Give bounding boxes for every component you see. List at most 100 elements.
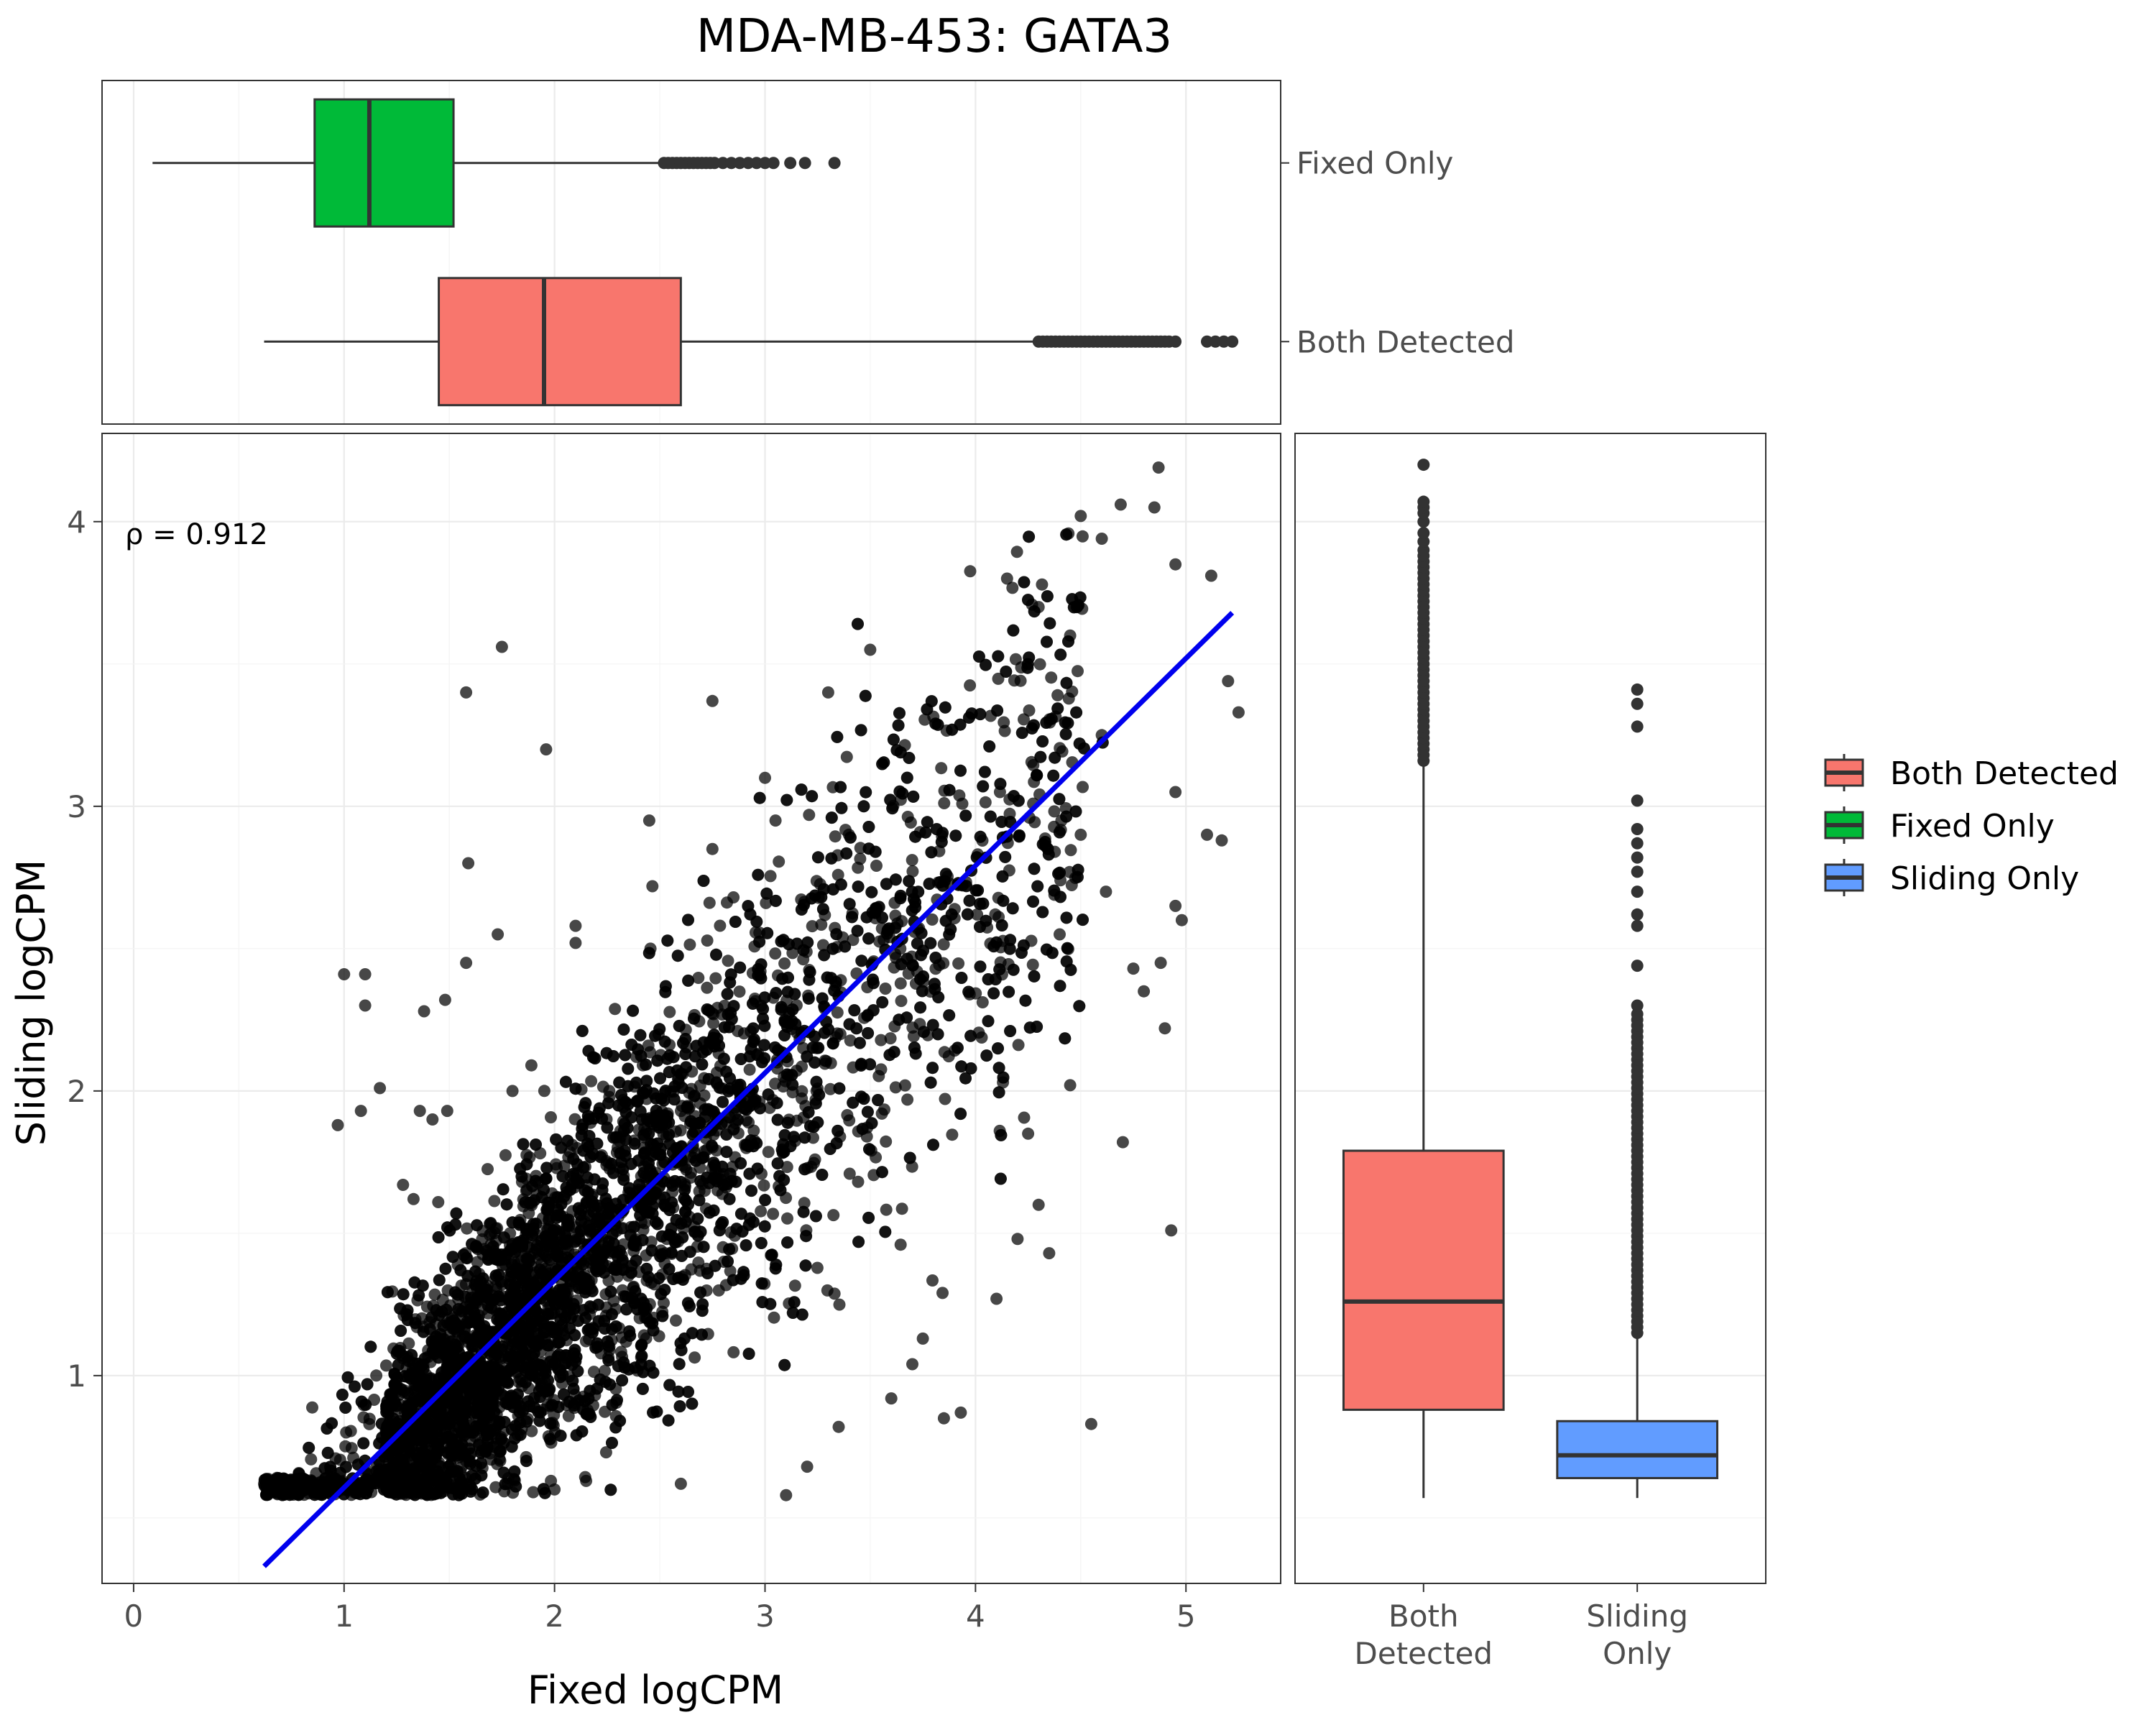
scatter-point (1062, 692, 1075, 705)
scatter-point (749, 1094, 762, 1106)
scatter-point (954, 1108, 967, 1121)
scatter-point (799, 1259, 812, 1272)
scatter-point (747, 997, 759, 1010)
scatter-point (712, 1284, 725, 1297)
scatter-point (803, 809, 816, 822)
scatter-point (370, 1369, 383, 1382)
scatter-point (919, 826, 932, 839)
scatter-point (663, 1379, 676, 1392)
scatter-point (917, 944, 929, 957)
scatter-point (587, 1112, 600, 1125)
scatter-point (544, 1417, 557, 1430)
scatter-point (683, 938, 696, 951)
scatter-point (363, 1417, 376, 1430)
scatter-point (830, 928, 843, 941)
scatter-point (697, 1241, 710, 1254)
scatter-point (830, 1137, 843, 1150)
scatter-point (656, 1310, 669, 1322)
scatter-point (773, 855, 786, 868)
scatter-point (840, 750, 853, 763)
scatter-point (995, 919, 1008, 932)
scatter-point (755, 1237, 768, 1249)
scatter-point (1026, 958, 1039, 971)
scatter-point (1015, 727, 1028, 740)
scatter-point (1077, 914, 1089, 926)
scatter-point (724, 1072, 736, 1085)
scatter-point (734, 1157, 747, 1169)
scatter-point (863, 1143, 875, 1156)
scatter-point (992, 672, 1005, 685)
box-outlier (1226, 335, 1239, 348)
scatter-point (809, 1210, 822, 1223)
scatter-point (971, 908, 984, 921)
scatter-point (1060, 676, 1073, 689)
scatter-point (974, 898, 986, 911)
scatter-point (759, 1194, 772, 1207)
scatter-point (815, 919, 828, 931)
scatter-point (862, 821, 875, 833)
scatter-point (522, 1253, 535, 1266)
scatter-point (857, 800, 870, 813)
scatter-point (361, 1378, 374, 1391)
scatter-point (854, 852, 867, 865)
scatter-point (963, 894, 976, 907)
scatter-point (545, 1111, 557, 1123)
scatter-point (929, 962, 942, 975)
scatter-point (549, 1223, 562, 1236)
box-outlier (767, 157, 780, 170)
scatter-point (802, 992, 815, 1005)
scatter-point (677, 1036, 689, 1049)
scatter-point (671, 949, 684, 962)
scatter-point (1059, 1032, 1072, 1045)
scatter-point (965, 707, 978, 720)
scatter-point (880, 1203, 893, 1216)
scatter-point (630, 1076, 642, 1089)
scatter-point (742, 1348, 755, 1360)
scatter-point (1047, 769, 1060, 782)
scatter-point (906, 854, 918, 867)
scatter-point (697, 1151, 710, 1164)
scatter-point (499, 1149, 512, 1162)
scatter-point (1036, 735, 1049, 748)
scatter-point (833, 1082, 846, 1095)
scatter-point (894, 977, 907, 990)
scatter-point (1072, 665, 1084, 678)
scatter-point (1041, 635, 1053, 648)
scatter-point (602, 1097, 615, 1110)
scatter-point (605, 1157, 618, 1170)
scatter-point (604, 1285, 617, 1298)
scatter-point (732, 1113, 744, 1126)
scatter-point (1023, 1021, 1036, 1034)
scatter-point (684, 1171, 697, 1184)
scatter-point (517, 1138, 530, 1151)
scatter-point (1041, 590, 1054, 603)
scatter-point (786, 1078, 799, 1091)
scatter-point (938, 797, 951, 809)
scatter-point (996, 870, 1009, 883)
scatter-point (359, 1487, 372, 1500)
scatter-point (833, 1298, 846, 1311)
scatter-point (1045, 671, 1058, 684)
scatter-point (926, 1018, 939, 1031)
scatter-point (901, 1093, 914, 1106)
scatter-point (670, 1314, 682, 1327)
scatter-point (924, 937, 937, 949)
scatter-point (1033, 658, 1046, 671)
scatter-point (895, 958, 908, 971)
scatter-point (980, 658, 992, 671)
scatter-point (709, 972, 722, 985)
scatter-point (798, 1197, 811, 1210)
scatter-point (340, 1426, 353, 1439)
scatter-point (591, 1337, 604, 1350)
scatter-point (734, 1208, 747, 1220)
scatter-point (488, 1227, 501, 1239)
scatter-point (1051, 689, 1064, 702)
scatter-point (781, 1116, 794, 1129)
scatter-point (1019, 994, 1032, 1007)
box-outlier (1169, 335, 1182, 348)
scatter-point (482, 1163, 494, 1176)
scatter-point (706, 1139, 718, 1152)
scatter-point (774, 1184, 787, 1197)
scatter-point (909, 830, 922, 843)
